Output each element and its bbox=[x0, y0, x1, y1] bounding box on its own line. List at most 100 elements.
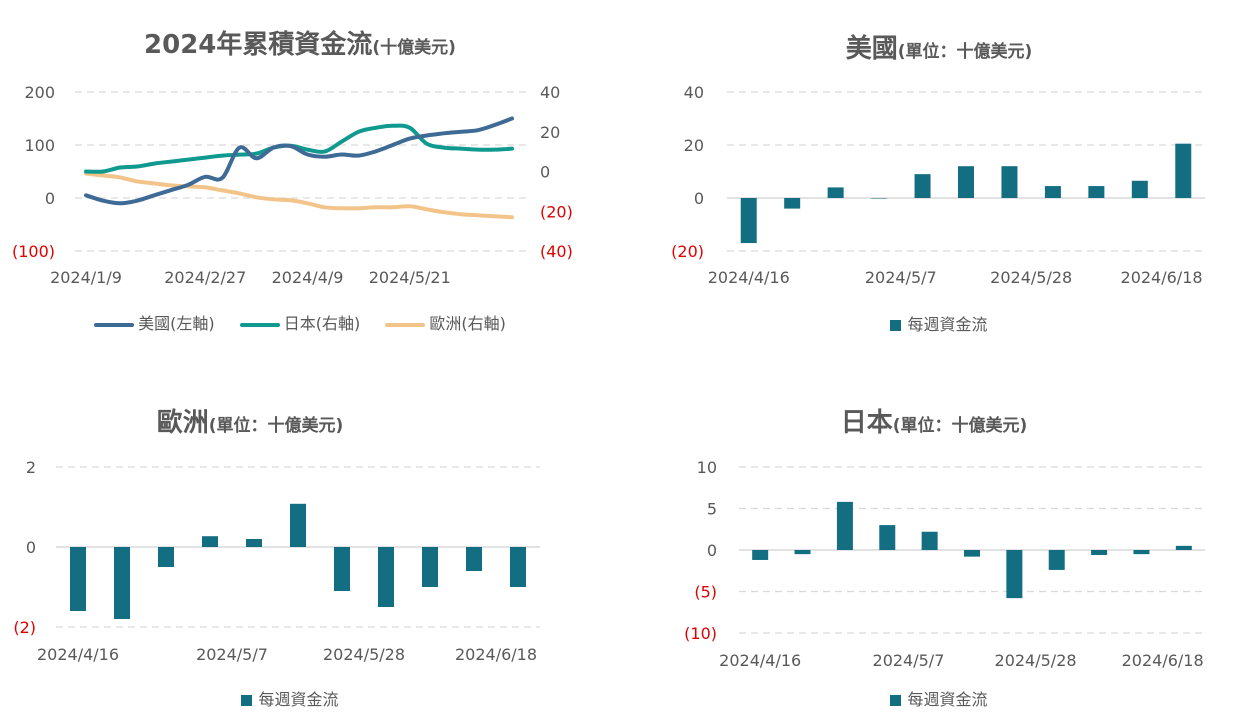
bar bbox=[1133, 550, 1150, 555]
legend-label: 每週資金流 bbox=[907, 690, 988, 709]
legend-swatch-us bbox=[94, 322, 135, 327]
bar bbox=[921, 531, 938, 550]
chart-title-unit: (十億美元) bbox=[372, 38, 456, 58]
cumulative-flow-chart: 2024年累積資金流(十億美元) (100) 0 100 200 (40) (20) 0 20… bbox=[0, 0, 620, 350]
x-tick-label: 2024/4/16 bbox=[719, 651, 801, 670]
europe-weekly-flow-chart: 歐洲(單位：十億美元) (2) 0 2 2024/4/16 2024/5/7 2024/5… bbox=[0, 370, 620, 728]
x-tick-label: 2024/5/7 bbox=[873, 651, 945, 670]
y-tick-label-right: (40) bbox=[540, 242, 573, 261]
x-tick-label: 2024/5/28 bbox=[323, 645, 405, 664]
bar bbox=[1006, 550, 1023, 599]
bar bbox=[114, 547, 130, 619]
y-tick-label: (2) bbox=[13, 618, 36, 637]
series-line-europe bbox=[84, 171, 514, 220]
y-tick-label: (10) bbox=[684, 624, 717, 643]
y-tick-label-right: (20) bbox=[540, 202, 573, 221]
y-tick-label-left: (100) bbox=[12, 242, 55, 261]
bar bbox=[740, 198, 757, 244]
y-tick-label-left: 0 bbox=[45, 189, 55, 208]
bar bbox=[1175, 143, 1192, 198]
bar bbox=[334, 547, 350, 591]
chart-title-main: 2024年累積資金流 bbox=[144, 30, 373, 60]
legend-item-japan: 日本(右軸) bbox=[239, 310, 361, 334]
x-tick-label: 2024/5/28 bbox=[995, 651, 1077, 670]
bar bbox=[1044, 186, 1061, 198]
bar bbox=[794, 550, 811, 555]
x-tick-label: 2024/6/18 bbox=[1121, 268, 1203, 287]
bar bbox=[827, 187, 844, 198]
us-bar-plot: (20) 0 20 40 2024/4/16 2024/5/7 2024/5/28 2024/… bbox=[671, 83, 1205, 287]
chart-title-unit: (單位：十億美元) bbox=[897, 42, 1033, 62]
x-tick-label: 2024/6/18 bbox=[1122, 651, 1204, 670]
bar bbox=[290, 503, 306, 547]
y-tick-label-right: 0 bbox=[540, 163, 550, 182]
legend-label-japan: 日本(右軸) bbox=[283, 314, 361, 333]
y-tick-label-right: 40 bbox=[540, 83, 560, 102]
legend-label-us: 美國(左軸) bbox=[138, 314, 215, 333]
chart-title: 美國(單位：十億美元) bbox=[635, 28, 1243, 65]
series-line-japan bbox=[84, 123, 514, 174]
cumulative-plot: (100) 0 100 200 (40) (20) 0 20 40 2024/1/9 2024/2/… bbox=[12, 83, 573, 287]
y-tick-label: (20) bbox=[671, 242, 704, 261]
x-tick-label: 2024/5/7 bbox=[196, 645, 268, 664]
legend-swatch bbox=[890, 320, 902, 331]
bar bbox=[202, 536, 218, 547]
bar bbox=[1175, 545, 1192, 550]
y-tick-label: 2 bbox=[26, 458, 36, 477]
bar bbox=[378, 547, 394, 607]
chart-legend: 每週資金流 bbox=[635, 686, 1243, 710]
legend-swatch-japan bbox=[239, 322, 280, 327]
legend-label-europe: 歐洲(右軸) bbox=[429, 314, 506, 333]
chart-title-unit: (單位：十億美元) bbox=[208, 416, 344, 436]
bar bbox=[1001, 166, 1018, 198]
chart-legend: 美國(左軸) 日本(右軸) 歐洲(右軸) bbox=[0, 310, 610, 334]
x-tick-label: 2024/1/9 bbox=[50, 268, 122, 287]
x-tick-label: 2024/4/16 bbox=[37, 645, 119, 664]
bar bbox=[70, 547, 86, 611]
bar bbox=[246, 539, 262, 547]
legend-label: 每週資金流 bbox=[258, 690, 339, 709]
chart-title-main: 日本 bbox=[840, 408, 893, 438]
japan-weekly-flow-chart: 日本(單位：十億美元) (10) (5) 0 5 10 2024/4/16 2024/5/7… bbox=[640, 370, 1248, 728]
chart-title: 歐洲(單位：十億美元) bbox=[0, 402, 560, 439]
bar bbox=[1131, 180, 1148, 198]
y-tick-label: 5 bbox=[707, 500, 717, 519]
bar bbox=[1091, 550, 1108, 555]
japan-bar-plot: (10) (5) 0 5 10 2024/4/16 2024/5/7 2024/5/28 202… bbox=[684, 458, 1205, 670]
europe-bar-plot: (2) 0 2 2024/4/16 2024/5/7 2024/5/28 2024/6/18 bbox=[13, 458, 540, 664]
bar bbox=[784, 198, 801, 209]
x-tick-label: 2024/5/28 bbox=[990, 268, 1072, 287]
legend-swatch bbox=[890, 695, 902, 706]
y-tick-label: 20 bbox=[684, 136, 704, 155]
series-line-us bbox=[84, 116, 514, 206]
x-tick-label: 2024/2/27 bbox=[164, 268, 246, 287]
legend-item-weekly-flow: 每週資金流 bbox=[241, 686, 339, 710]
x-tick-label: 2024/4/9 bbox=[272, 268, 344, 287]
bar bbox=[871, 198, 888, 199]
x-tick-label: 2024/4/16 bbox=[708, 268, 790, 287]
bar bbox=[1048, 550, 1065, 570]
legend-swatch-europe bbox=[385, 322, 426, 327]
bar bbox=[964, 550, 980, 557]
bar bbox=[510, 547, 526, 587]
legend-item-us: 美國(左軸) bbox=[94, 310, 215, 334]
legend-item-weekly-flow: 每週資金流 bbox=[890, 311, 988, 335]
y-tick-label: (5) bbox=[694, 583, 717, 602]
x-tick-label: 2024/6/18 bbox=[455, 645, 537, 664]
chart-legend: 每週資金流 bbox=[0, 686, 600, 710]
y-tick-label: 40 bbox=[684, 83, 704, 102]
chart-legend: 每週資金流 bbox=[635, 311, 1243, 335]
chart-title: 日本(單位：十億美元) bbox=[630, 402, 1238, 439]
y-tick-label: 0 bbox=[694, 189, 704, 208]
y-tick-label: 0 bbox=[707, 541, 717, 560]
legend-item-europe: 歐洲(右軸) bbox=[385, 310, 506, 334]
bar bbox=[914, 174, 931, 198]
bar bbox=[879, 525, 896, 550]
x-tick-label: 2024/5/21 bbox=[369, 268, 451, 287]
y-tick-label-left: 200 bbox=[24, 83, 55, 102]
bar bbox=[752, 550, 769, 560]
y-tick-label: 0 bbox=[26, 538, 36, 557]
y-tick-label-left: 100 bbox=[24, 136, 55, 155]
y-tick-label-right: 20 bbox=[540, 123, 560, 142]
chart-title-main: 美國 bbox=[845, 34, 898, 64]
